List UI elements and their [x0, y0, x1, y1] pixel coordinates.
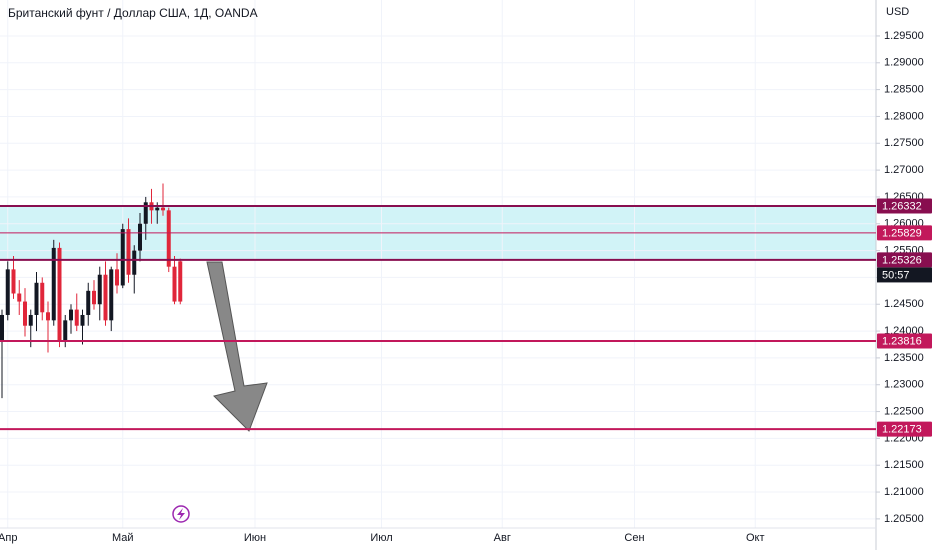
candle-body — [80, 314, 85, 326]
currency: USD — [886, 6, 909, 18]
price-tag — [877, 421, 932, 437]
candle-body — [120, 229, 125, 286]
candle-body — [161, 207, 165, 211]
y-tick-label: 1.29000 — [884, 57, 924, 69]
candle-body — [97, 274, 102, 305]
candle-body — [40, 282, 45, 313]
y-tick-label: 1.28000 — [884, 110, 924, 122]
y-tick-label: 1.27000 — [884, 164, 924, 176]
price-tag-label: 1.26332 — [882, 200, 922, 212]
x-tick-label: Окт — [746, 532, 765, 544]
candle-body — [143, 202, 148, 224]
candle-body — [57, 247, 62, 342]
y-tick-label: 1.23500 — [884, 352, 924, 364]
candle-body — [155, 207, 160, 211]
candle-body — [63, 320, 68, 342]
candle-body — [11, 269, 16, 294]
y-tick-label: 1.21000 — [884, 486, 924, 498]
x-tick-label: Июн — [244, 532, 266, 544]
price-tag-label: 1.25829 — [882, 227, 922, 239]
candle-body — [17, 293, 22, 302]
x-tick-label: Авг — [494, 532, 511, 544]
candle-body — [34, 282, 39, 315]
price-tag-label: 1.23816 — [882, 335, 922, 347]
price-tag — [877, 252, 932, 268]
candle-body — [172, 266, 177, 302]
lightning — [177, 508, 185, 520]
arrow — [206, 261, 268, 432]
x-tick-label: Апр — [0, 532, 17, 544]
candle-body — [103, 274, 108, 321]
countdown: 50:57 — [882, 269, 910, 281]
price-tag — [877, 198, 932, 214]
candle-body — [0, 314, 4, 342]
y-tick-label: 1.20500 — [884, 513, 924, 525]
price-tag-label: 1.25326 — [882, 254, 922, 266]
x-tick-label: Май — [112, 532, 134, 544]
price-tag — [877, 333, 932, 349]
y-tick-label: 1.22500 — [884, 405, 924, 417]
candle-body — [178, 261, 183, 302]
candle-body — [109, 269, 114, 321]
candle-body — [23, 301, 27, 326]
y-tick-label: 1.21500 — [884, 459, 924, 471]
candle-body — [74, 309, 79, 326]
candle-body — [86, 290, 91, 315]
y-tick-label: 1.23000 — [884, 379, 924, 391]
y-tick-label: 1.27500 — [884, 137, 924, 149]
candle-body — [28, 314, 33, 326]
candle-body — [46, 312, 50, 321]
x-tick-label: Сен — [624, 532, 644, 544]
candle-body — [126, 229, 131, 275]
events-icon[interactable] — [172, 505, 190, 523]
candle-body — [92, 290, 96, 305]
x-tick-label: Июл — [370, 532, 392, 544]
y-tick-label: 1.24500 — [884, 298, 924, 310]
background-layer — [0, 0, 876, 528]
candle-body — [5, 269, 10, 315]
candle-body — [69, 309, 73, 321]
y-tick-label: 1.28500 — [884, 84, 924, 96]
candle-body — [132, 250, 137, 275]
candle-body — [138, 223, 142, 251]
y-tick-label: 1.29500 — [884, 30, 924, 42]
candle-body — [115, 269, 119, 286]
chart-title: Британский фунт / Доллар США, 1Д, OANDA — [8, 6, 258, 20]
price-tag — [877, 225, 932, 241]
candle-body — [166, 210, 171, 267]
candle-body — [51, 247, 56, 321]
countdown-tag — [877, 267, 932, 283]
price-tag-label: 1.22173 — [882, 424, 922, 436]
